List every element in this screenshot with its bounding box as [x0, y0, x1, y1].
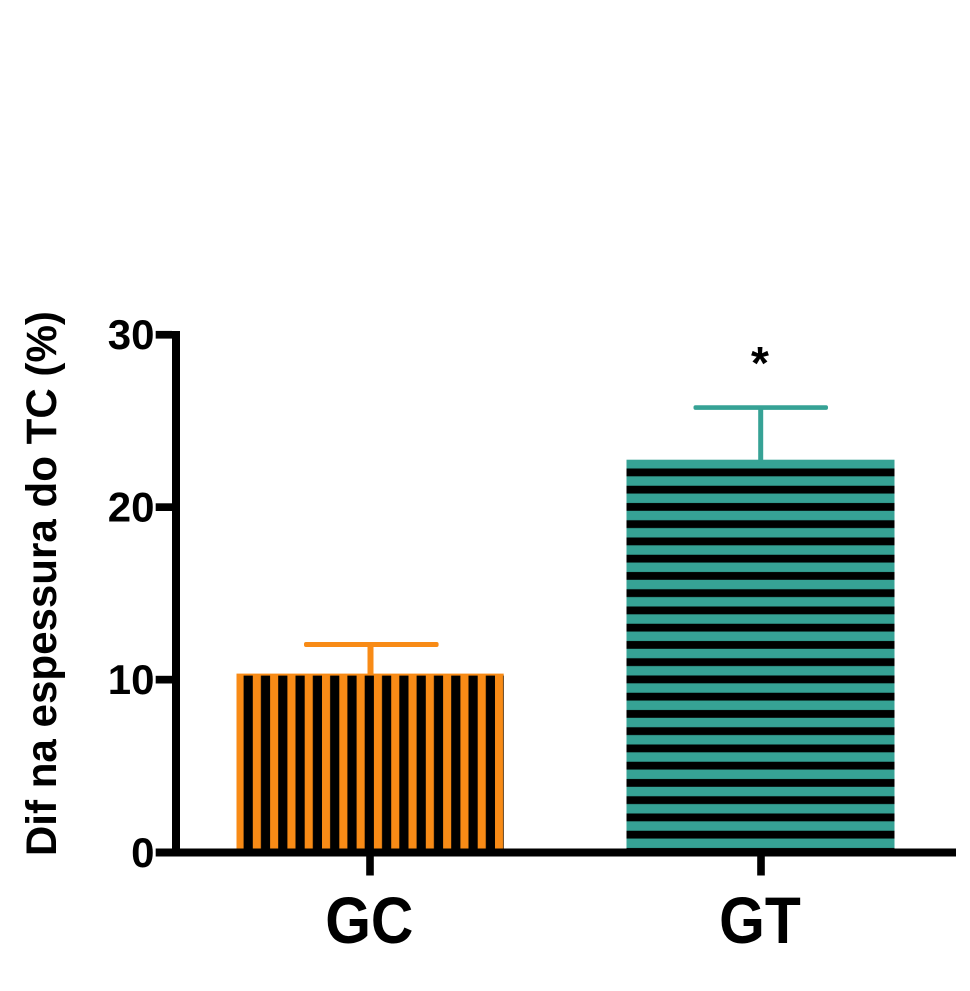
- svg-text:Dif na espessura do TC (%): Dif na espessura do TC (%): [18, 311, 66, 856]
- svg-text:30: 30: [108, 311, 155, 358]
- svg-text:10: 10: [108, 656, 155, 703]
- svg-text:0: 0: [131, 829, 154, 876]
- svg-text:*: *: [751, 337, 769, 389]
- svg-text:GC: GC: [325, 884, 413, 958]
- svg-text:GT: GT: [719, 884, 801, 958]
- svg-text:20: 20: [108, 484, 155, 531]
